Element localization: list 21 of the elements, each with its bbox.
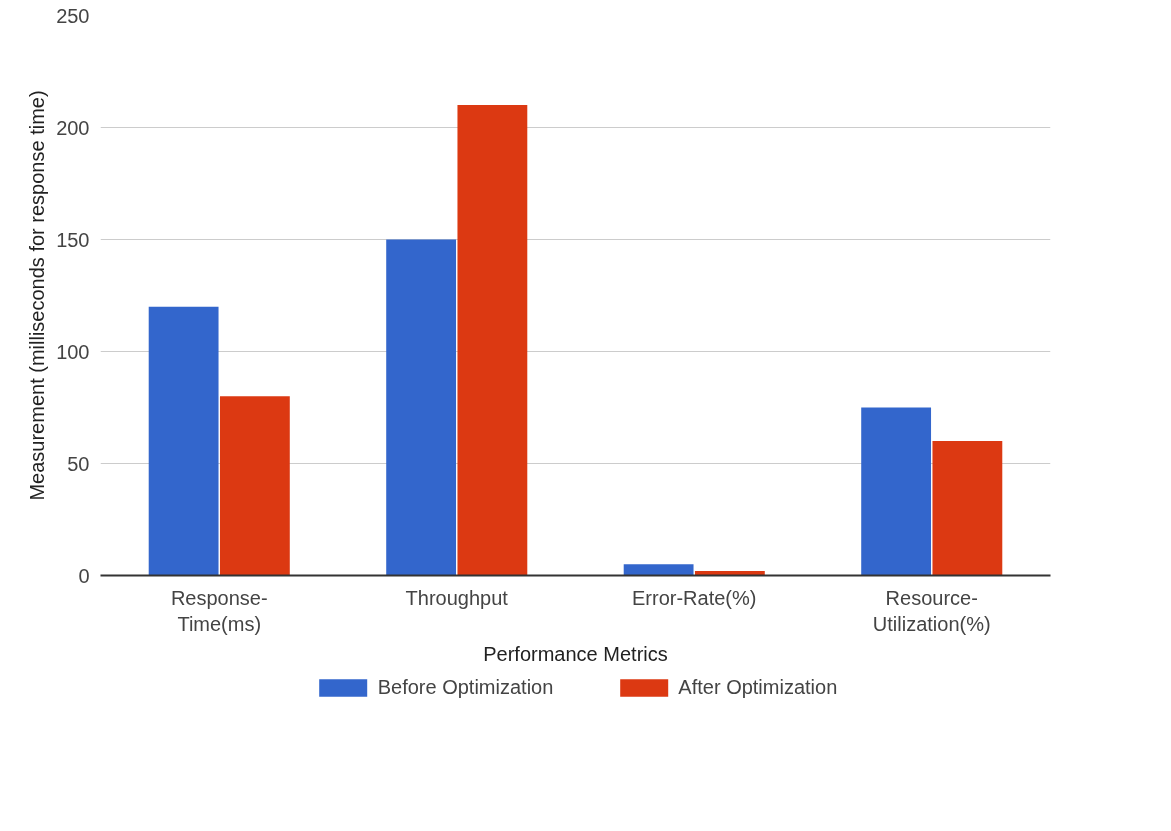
y-tick-label: 100 (56, 340, 90, 363)
y-tick-label: 0 (78, 564, 90, 587)
bar (861, 407, 932, 576)
bar (623, 564, 694, 576)
y-tick-label: 200 (56, 116, 90, 139)
bar (219, 396, 290, 576)
legend-label: After Optimization (678, 675, 838, 699)
y-tick-label: 150 (56, 228, 90, 251)
bar (386, 239, 457, 576)
x-axis-title: Performance Metrics (483, 642, 668, 665)
y-tick-label: 250 (56, 4, 90, 27)
x-tick-label: Throughput (405, 586, 509, 609)
x-tick-label: Response-Time(ms) (170, 586, 268, 635)
legend-label: Before Optimization (377, 675, 554, 699)
bar (457, 105, 528, 576)
bar (148, 306, 219, 576)
y-tick-label: 50 (67, 452, 90, 475)
bar (932, 441, 1003, 576)
x-tick-label: Error-Rate(%) (632, 586, 757, 609)
y-axis-title: Measurement (milliseconds for response time) (26, 90, 49, 501)
x-tick-label: Resource-Utilization(%) (872, 586, 991, 635)
